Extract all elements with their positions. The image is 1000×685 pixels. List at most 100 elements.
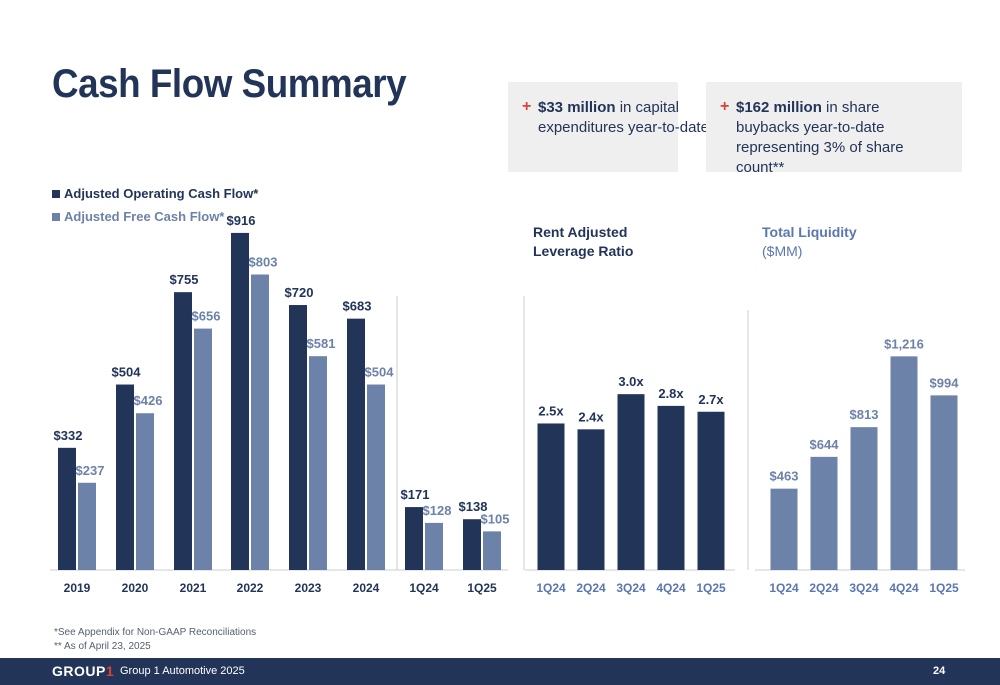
data-label: 2.8x — [658, 386, 684, 401]
bar — [577, 429, 605, 570]
bar-free-cash-flow — [194, 328, 212, 570]
x-tick-label: 2024 — [353, 581, 380, 595]
x-tick-label: 2021 — [180, 581, 207, 595]
x-tick-label: 1Q24 — [536, 581, 566, 595]
leverage-chart: 2.5x 1Q24 2.4x 2Q24 3.0x 3Q24 2.8x 4Q24 2.7x 1Q25 — [536, 374, 726, 595]
legend-operating: Adjusted Operating Cash Flow* — [52, 186, 258, 201]
capex-callout-bold: $33 million — [538, 99, 616, 116]
bar-operating-cash-flow — [231, 232, 249, 571]
logo-number: 1 — [105, 663, 115, 679]
bar-free-cash-flow — [367, 384, 385, 570]
x-tick-label: 3Q24 — [616, 581, 646, 595]
bar — [657, 405, 685, 570]
buyback-callout-rest: in share buybacks year-to-date represent… — [736, 99, 904, 176]
bar-operating-cash-flow — [347, 318, 365, 570]
bar-operating-cash-flow — [116, 384, 134, 570]
plus-icon: + — [522, 98, 532, 115]
data-label-operating: $755 — [170, 272, 199, 287]
data-label-operating: $171 — [401, 487, 430, 502]
capex-callout-text: $33 million in capital expenditures year… — [538, 98, 758, 138]
x-tick-label: 2Q24 — [809, 581, 839, 595]
page-title: Cash Flow Summary — [52, 62, 407, 106]
data-label-free: $426 — [134, 393, 163, 408]
bar — [537, 423, 565, 570]
bar — [890, 356, 918, 570]
bar-free-cash-flow — [251, 274, 269, 570]
data-label-operating: $683 — [343, 299, 372, 314]
x-tick-label: 1Q25 — [929, 581, 959, 595]
cash-flow-chart: $332 $237 2019 $504 $426 2020 $755 $656 2021 $916… — [54, 213, 510, 595]
x-tick-label: 4Q24 — [889, 581, 919, 595]
liquidity-title: Total Liquidity ($MM) — [762, 223, 857, 261]
x-tick-label: 1Q24 — [769, 581, 799, 595]
x-tick-label: 1Q25 — [696, 581, 726, 595]
bar — [697, 411, 725, 570]
liquidity-title-line1: Total Liquidity — [762, 224, 857, 240]
page-number: 24 — [933, 665, 946, 677]
data-label-free: $504 — [365, 365, 395, 380]
capex-callout-rest: in capital expenditures year-to-date — [538, 99, 709, 136]
bar-free-cash-flow — [136, 413, 154, 570]
footer-bar: GROUP1 Group 1 Automotive 2025 24 — [0, 658, 1000, 685]
x-tick-label: 3Q24 — [849, 581, 879, 595]
bar-operating-cash-flow — [289, 305, 307, 570]
leverage-title-line2: Leverage Ratio — [533, 243, 634, 259]
leverage-title-line1: Rent Adjusted — [533, 224, 628, 240]
x-tick-label: 2022 — [237, 581, 264, 595]
bar — [810, 456, 838, 570]
data-label-operating: $138 — [459, 499, 488, 514]
data-label: 2.5x — [538, 403, 564, 418]
bar-free-cash-flow — [309, 356, 327, 570]
data-label-free: $656 — [192, 309, 221, 324]
bar-free-cash-flow — [483, 531, 501, 570]
leverage-title: Rent Adjusted Leverage Ratio — [533, 223, 633, 261]
bar — [770, 488, 798, 570]
legend-free: Adjusted Free Cash Flow* — [52, 209, 224, 224]
footnote-1: *See Appendix for Non-GAAP Reconciliatio… — [54, 627, 257, 638]
legend-swatch-light — [52, 212, 60, 221]
x-tick-label: 1Q24 — [409, 581, 439, 595]
data-label-operating: $332 — [54, 428, 83, 443]
bar-operating-cash-flow — [58, 447, 76, 570]
bar-operating-cash-flow — [463, 519, 481, 570]
bar — [930, 395, 958, 570]
x-tick-label: 1Q25 — [467, 581, 497, 595]
bar-free-cash-flow — [425, 522, 443, 570]
data-label: $994 — [930, 375, 960, 390]
legend-free-label: Adjusted Free Cash Flow* — [64, 209, 225, 224]
data-label-operating: $720 — [285, 285, 314, 300]
data-label-operating: $916 — [227, 213, 256, 228]
data-label: $644 — [810, 437, 840, 452]
data-label-free: $105 — [481, 511, 510, 526]
bar-operating-cash-flow — [174, 292, 192, 570]
buyback-callout-text: $162 million in share buybacks year-to-d… — [736, 98, 936, 178]
data-label: $813 — [850, 407, 879, 422]
data-label-free: $581 — [307, 336, 336, 351]
data-label: 2.4x — [578, 409, 604, 424]
capex-callout: + $33 million in capital expenditures ye… — [508, 82, 709, 172]
x-tick-label: 4Q24 — [656, 581, 686, 595]
group1-logo: GROUP1 — [52, 663, 114, 679]
buyback-callout: + $162 million in share buybacks year-to… — [706, 82, 962, 176]
data-label: $1,216 — [884, 336, 924, 351]
liquidity-title-line2: ($MM) — [762, 243, 803, 259]
logo-text: GROUP — [52, 663, 106, 679]
bar-operating-cash-flow — [405, 507, 423, 570]
data-label-free: $128 — [423, 503, 452, 518]
x-tick-label: 2023 — [295, 581, 322, 595]
footnote-2: ** As of April 23, 2025 — [54, 641, 151, 652]
data-label-operating: $504 — [112, 365, 142, 380]
data-label: 2.7x — [698, 392, 724, 407]
bar — [617, 394, 645, 570]
company-label: Group 1 Automotive 2025 — [120, 665, 245, 677]
legend-swatch-dark — [52, 189, 60, 198]
x-tick-label: 2019 — [64, 581, 91, 595]
x-tick-label: 2Q24 — [576, 581, 606, 595]
liquidity-chart: $463 1Q24 $644 2Q24 $813 3Q24 $1,216 4Q24 $994 1Q… — [769, 336, 959, 595]
bar — [850, 427, 878, 570]
data-label: $463 — [770, 469, 799, 484]
legend-operating-label: Adjusted Operating Cash Flow* — [64, 186, 259, 201]
buyback-callout-bold: $162 million — [736, 99, 822, 116]
data-label-free: $237 — [76, 463, 105, 478]
